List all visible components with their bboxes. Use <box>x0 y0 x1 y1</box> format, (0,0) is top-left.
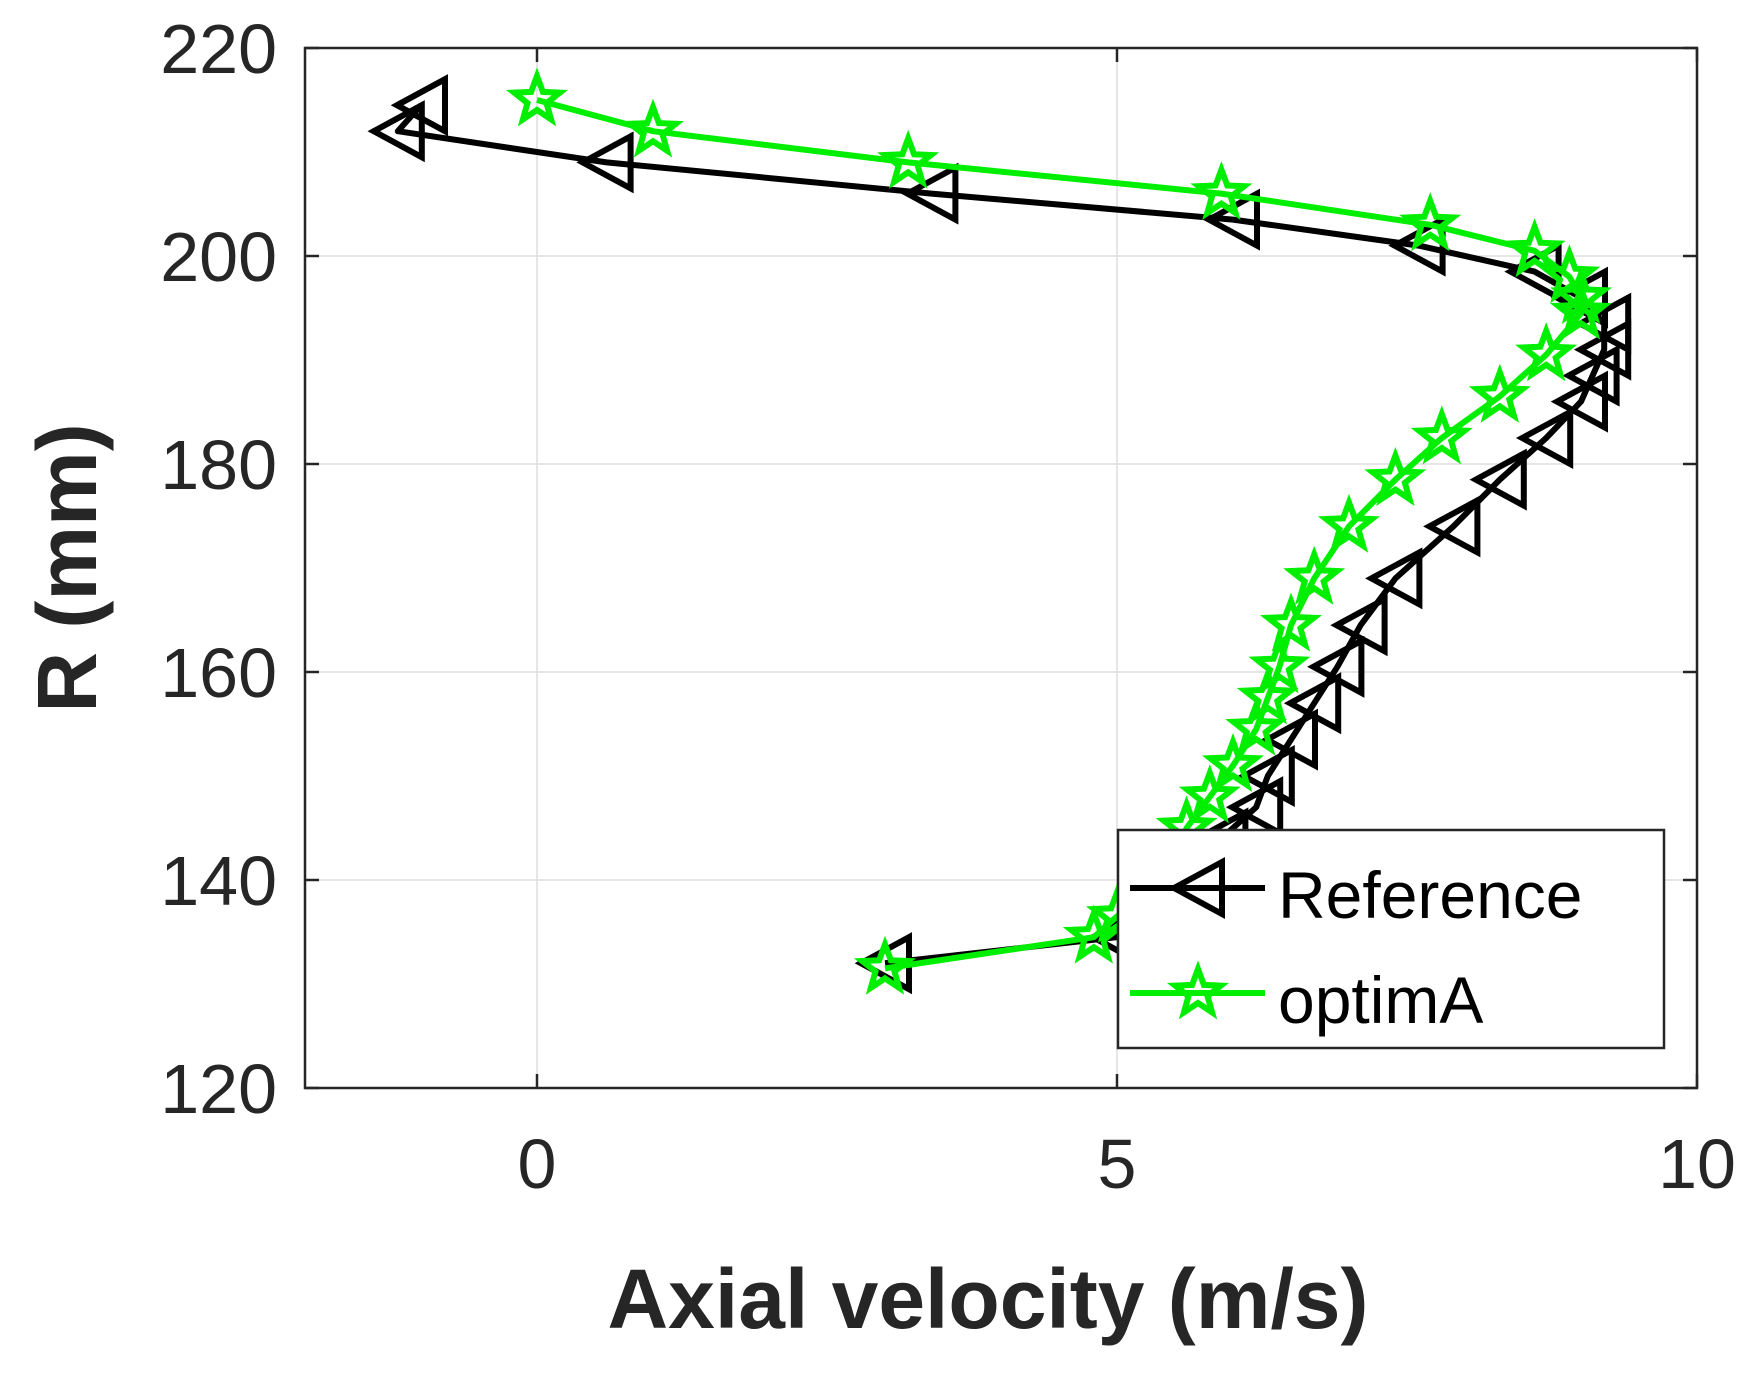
data-point-optima <box>1503 218 1566 278</box>
data-point-reference <box>901 162 959 225</box>
y-tick-label: 140 <box>160 842 277 920</box>
data-point-optima <box>1410 405 1473 465</box>
data-point-reference <box>1573 318 1632 381</box>
data-point-optima <box>1259 592 1323 652</box>
legend: Reference optimA <box>1116 828 1666 1050</box>
legend-marker-optima <box>1166 960 1230 1020</box>
data-point-optima <box>1549 264 1613 325</box>
data-point-reference <box>1469 448 1527 511</box>
data-point-optima <box>1178 764 1241 824</box>
y-tick-label: 200 <box>160 218 277 296</box>
data-point-optima <box>1468 363 1531 423</box>
data-point-optima <box>1201 732 1265 793</box>
data-point-reference <box>1365 547 1423 610</box>
plot-frame <box>303 46 1699 1090</box>
x-tick-label: 0 <box>518 1125 557 1203</box>
data-point-reference <box>1225 776 1284 839</box>
legend-sample-optima <box>1130 960 1265 1020</box>
x-tick-label: 10 <box>1658 1125 1736 1203</box>
data-point-reference <box>1515 406 1574 470</box>
data-point-optima <box>1225 696 1288 756</box>
data-point-optima <box>1062 904 1125 964</box>
data-point-reference <box>1423 495 1481 558</box>
data-point-optima <box>1364 446 1427 507</box>
series-line-reference <box>394 103 1608 967</box>
data-point-optima <box>1190 160 1253 221</box>
x-tick-label: 5 <box>1098 1125 1137 1203</box>
data-point-optima <box>1317 493 1381 553</box>
data-point-reference <box>576 131 634 194</box>
legend-sample-reference <box>1130 856 1265 920</box>
x-tick-labels: 0 5 10 <box>518 1125 1736 1203</box>
y-axis-label: R (mm) <box>20 423 114 712</box>
x-axis-label: Axial velocity (m/s) <box>608 1252 1369 1346</box>
legend-label-reference: Reference <box>1278 858 1583 932</box>
y-tick-label: 120 <box>160 1050 277 1128</box>
y-tick-label: 160 <box>160 634 277 712</box>
data-point-optima <box>877 129 940 189</box>
y-tick-label: 220 <box>160 10 277 88</box>
y-tick-labels: 120 140 160 180 200 220 <box>160 10 277 1128</box>
data-point-optima <box>1248 634 1311 694</box>
data-point-reference <box>367 100 425 163</box>
y-tick-label: 180 <box>160 426 277 504</box>
data-point-optima <box>1236 665 1299 725</box>
data-point-optima <box>853 935 917 995</box>
data-point-optima <box>1549 280 1613 340</box>
data-point-reference <box>1562 344 1620 407</box>
data-point-optima <box>505 67 569 127</box>
data-point-optima <box>1399 192 1462 252</box>
data-point-optima <box>1283 545 1346 605</box>
tick-marks <box>305 46 1699 1090</box>
data-point-optima <box>1515 322 1578 382</box>
legend-marker-reference <box>1167 856 1225 920</box>
legend-label-optima: optimA <box>1278 963 1483 1037</box>
data-point-reference <box>1550 370 1608 433</box>
data-point-optima <box>621 98 685 158</box>
